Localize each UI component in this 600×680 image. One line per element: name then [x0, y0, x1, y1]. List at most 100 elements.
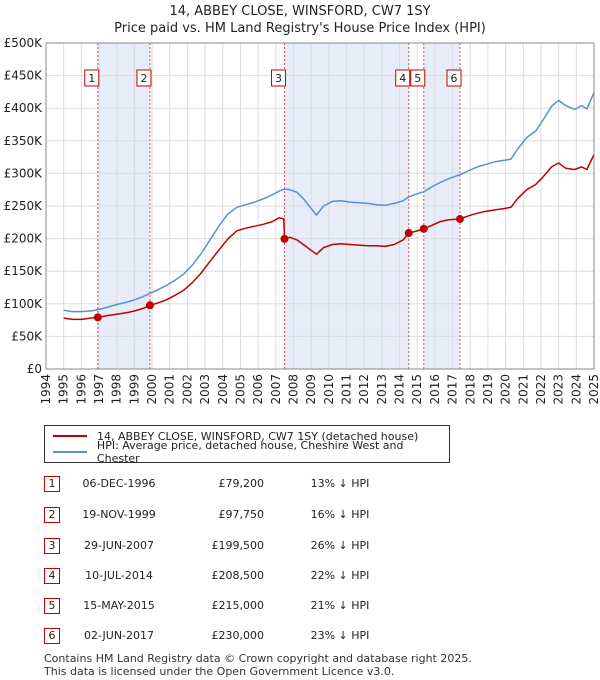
x-tick-label: 2006: [251, 374, 265, 405]
table-row: 6 02-JUN-2017 £230,000 23% ↓ HPI: [44, 628, 464, 646]
sale-hpi-diff: 22% ↓ HPI: [310, 569, 370, 582]
sale-date: 19-NOV-1999: [82, 508, 156, 521]
x-tick-label: 2012: [357, 374, 371, 405]
sale-point: [280, 234, 289, 243]
sale-price: £199,500: [211, 539, 265, 552]
sale-marker-box: [446, 69, 462, 87]
y-tick-label: £450K: [4, 69, 44, 83]
x-tick-label: 2000: [145, 374, 159, 405]
sale-hpi-diff: 16% ↓ HPI: [310, 508, 370, 521]
sale-marker-box: [410, 69, 426, 87]
sale-number-badge: 4: [44, 568, 60, 584]
sale-price: £79,200: [218, 477, 265, 490]
x-tick-label: 2003: [198, 374, 212, 405]
axes: £0 £50K £100K £150K £200K £250K £300K £350K £400…: [4, 36, 600, 405]
legend-label-hpi: HPI: Average price, detached house, Ches…: [96, 439, 404, 465]
sale-price: £230,000: [211, 629, 265, 642]
sale-price: £97,750: [218, 508, 265, 521]
table-row: 2 19-NOV-1999 £97,750 16% ↓ HPI: [44, 507, 464, 525]
sale-point: [145, 301, 154, 310]
sale-marker-box: [84, 69, 100, 87]
chart-title: 14, ABBEY CLOSE, WINSFORD, CW7 1SY: [169, 4, 431, 19]
x-tick-label: 2001: [163, 374, 177, 405]
sale-points: [93, 215, 465, 322]
table-row: 5 15-MAY-2015 £215,000 21% ↓ HPI: [44, 598, 464, 616]
footer-licence: This data is licensed under the Open Gov…: [44, 665, 395, 678]
table-row: 4 10-JUL-2014 £208,500 22% ↓ HPI: [44, 568, 464, 586]
sale-number-badge: 1: [44, 476, 60, 492]
table-row: 1 06-DEC-1996 £79,200 13% ↓ HPI: [44, 476, 464, 494]
x-tick-label: 2016: [428, 374, 442, 405]
sale-hpi-diff: 26% ↓ HPI: [310, 539, 370, 552]
sale-point: [404, 229, 413, 238]
sale-price: £208,500: [211, 569, 265, 582]
series-line-property: [63, 154, 595, 321]
series-lines: [63, 92, 595, 321]
sale-price: £215,000: [211, 599, 265, 612]
x-tick-label: 1994: [39, 374, 53, 405]
sale-marker-label: 1: [88, 72, 95, 85]
legend: 14, ABBEY CLOSE, WINSFORD, CW7 1SY (deta…: [44, 425, 450, 465]
sale-marker-box: [136, 69, 152, 87]
sale-marker-label: 6: [451, 72, 458, 85]
legend-item-property: 14, ABBEY CLOSE, WINSFORD, CW7 1SY (deta…: [53, 428, 418, 444]
x-tick-label: 2007: [269, 374, 283, 405]
plot-frame: [45, 42, 595, 370]
y-tick-label: £250K: [4, 199, 44, 213]
y-tick-label: £100K: [4, 297, 44, 311]
sale-number-badge: 5: [44, 598, 60, 614]
sale-marker-label: 5: [414, 72, 421, 85]
x-tick-label: 2023: [552, 374, 566, 405]
x-tick-label: 2019: [481, 374, 495, 405]
chart-subtitle: Price paid vs. HM Land Registry's House …: [114, 21, 486, 36]
y-tick-label: £150K: [4, 264, 44, 278]
series-line-hpi: [63, 92, 595, 313]
y-tick-label: £500K: [4, 36, 44, 50]
x-tick-label: 2010: [322, 374, 336, 405]
sale-point: [93, 313, 102, 322]
sale-date: 10-JUL-2014: [85, 569, 153, 582]
x-tick-label: 2021: [516, 374, 530, 405]
x-tick-label: 1999: [127, 374, 141, 405]
sale-number-badge: 6: [44, 628, 60, 644]
sale-number-badge: 3: [44, 538, 60, 554]
x-tick-label: 2004: [216, 374, 230, 405]
x-tick-label: 2014: [393, 374, 407, 405]
y-tick-label: £50K: [11, 329, 43, 343]
sale-hpi-diff: 13% ↓ HPI: [310, 477, 370, 490]
sale-date: 06-DEC-1996: [82, 477, 156, 490]
sale-marker-label: 4: [399, 72, 406, 85]
y-tick-label: £200K: [4, 232, 44, 246]
legend-swatch-property: [53, 435, 87, 437]
x-tick-label: 2015: [410, 374, 424, 405]
legend-label-property: 14, ABBEY CLOSE, WINSFORD, CW7 1SY (deta…: [97, 429, 419, 443]
x-tick-label: 2002: [180, 374, 194, 405]
x-tick-label: 2018: [463, 374, 477, 405]
legend-swatch-hpi: [53, 451, 87, 453]
table-row: 3 29-JUN-2007 £199,500 26% ↓ HPI: [44, 538, 464, 556]
sale-marker-box: [270, 69, 286, 87]
sale-point: [419, 224, 428, 233]
sale-number-badge: 2: [44, 507, 60, 523]
x-tick-label: 2011: [340, 374, 354, 405]
sale-point: [456, 215, 465, 224]
y-tick-label: £0: [27, 362, 42, 376]
y-tick-label: £350K: [4, 134, 44, 148]
sale-date: 02-JUN-2017: [83, 629, 155, 642]
x-tick-label: 2005: [233, 374, 247, 405]
footer-copyright: Contains HM Land Registry data © Crown c…: [44, 652, 472, 665]
x-tick-label: 1996: [74, 374, 88, 405]
x-tick-label: 2022: [534, 374, 548, 405]
x-tick-label: 2013: [375, 374, 389, 405]
sale-date: 15-MAY-2015: [83, 599, 155, 612]
sale-hpi-diff: 23% ↓ HPI: [310, 629, 370, 642]
sale-marker-label: 2: [140, 72, 147, 85]
y-tick-label: £300K: [4, 166, 44, 180]
x-tick-label: 2025: [587, 374, 600, 405]
sale-hpi-diff: 21% ↓ HPI: [310, 599, 370, 612]
x-tick-label: 2024: [569, 374, 583, 405]
x-tick-label: 2009: [304, 374, 318, 405]
x-tick-label: 2017: [446, 374, 460, 405]
